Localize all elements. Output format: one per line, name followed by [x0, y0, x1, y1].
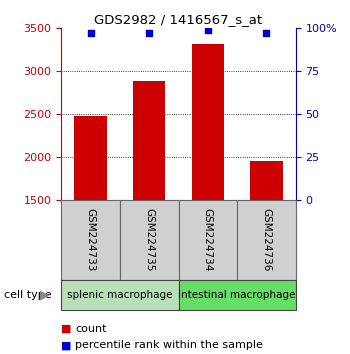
Text: GSM224736: GSM224736: [261, 208, 272, 272]
Text: GSM224733: GSM224733: [85, 208, 96, 272]
Point: [205, 27, 211, 33]
Bar: [178, 280, 296, 310]
Text: GSM224734: GSM224734: [203, 208, 213, 272]
Bar: [61, 280, 178, 310]
Point: [264, 31, 269, 36]
Text: ▶: ▶: [40, 288, 50, 301]
Bar: [178, 200, 237, 280]
Bar: [250, 160, 282, 200]
Text: GSM224735: GSM224735: [144, 208, 154, 272]
Point: [88, 31, 93, 36]
Text: count: count: [75, 324, 107, 333]
Text: ■: ■: [61, 340, 72, 350]
Title: GDS2982 / 1416567_s_at: GDS2982 / 1416567_s_at: [94, 13, 262, 26]
Point: [146, 30, 152, 35]
Bar: [192, 44, 224, 200]
Text: splenic macrophage: splenic macrophage: [67, 290, 173, 300]
Bar: [75, 116, 107, 200]
Bar: [133, 81, 165, 200]
Text: cell type: cell type: [4, 290, 51, 300]
Text: intestinal macrophage: intestinal macrophage: [178, 290, 296, 300]
Text: percentile rank within the sample: percentile rank within the sample: [75, 340, 263, 350]
Bar: [120, 200, 178, 280]
Text: ■: ■: [61, 324, 72, 333]
Bar: [61, 200, 120, 280]
Bar: [237, 200, 296, 280]
